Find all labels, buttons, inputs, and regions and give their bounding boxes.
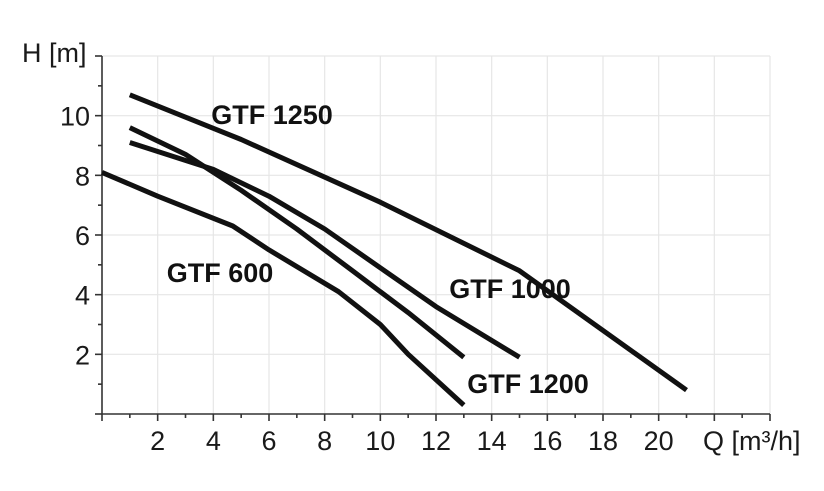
x-tick-label: 6 [261, 426, 276, 456]
y-tick-label: 10 [60, 102, 90, 132]
series-labels: GTF 1250 GTF 1000 GTF 1200 GTF 600 [167, 100, 589, 399]
x-tick-label: 20 [644, 426, 674, 456]
y-tick-label: 2 [75, 340, 90, 370]
series-label-gtf-1250: GTF 1250 [211, 100, 333, 130]
x-tick-label: 10 [365, 426, 395, 456]
series-label-gtf-600: GTF 600 [167, 258, 274, 288]
x-tick-label: 8 [317, 426, 332, 456]
y-tick-label: 4 [75, 281, 90, 311]
y-axis-title: H [m] [22, 38, 87, 68]
grid [102, 55, 771, 414]
series-line-gtf-600 [101, 170, 466, 407]
y-tick-label: 8 [75, 161, 90, 191]
x-tick-label: 2 [150, 426, 165, 456]
x-tick-label: 16 [532, 426, 562, 456]
x-tick-label: 14 [477, 426, 507, 456]
ticks: 2 4 6 8 10 12 14 16 18 20 2 4 6 8 10 [60, 55, 771, 456]
series-line-gtf-1200 [128, 125, 466, 360]
x-tick-label: 4 [206, 426, 221, 456]
series-label-gtf-1000: GTF 1000 [449, 274, 571, 304]
x-tick-label: 18 [588, 426, 618, 456]
x-tick-label: 12 [421, 426, 451, 456]
series-label-gtf-1200: GTF 1200 [467, 369, 589, 399]
y-tick-label: 6 [75, 221, 90, 251]
x-axis-title: Q [m³/h] [703, 426, 801, 456]
curves [101, 92, 688, 407]
series-line-gtf-1250 [128, 92, 688, 393]
